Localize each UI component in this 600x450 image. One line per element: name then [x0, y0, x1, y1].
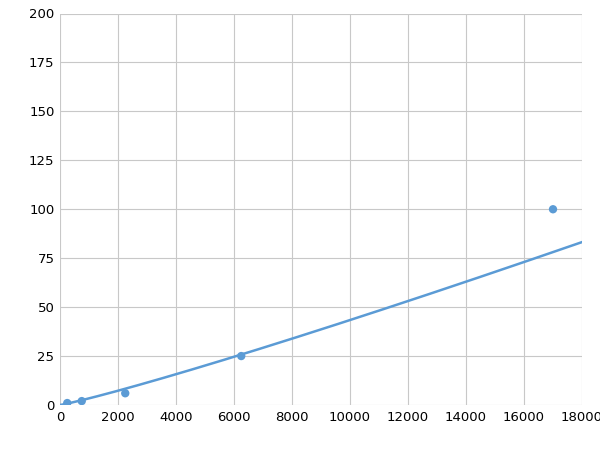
Point: [236, 352, 246, 360]
Point: [62, 400, 72, 407]
Point: [121, 390, 130, 397]
Point: [548, 206, 558, 213]
Point: [77, 397, 86, 405]
